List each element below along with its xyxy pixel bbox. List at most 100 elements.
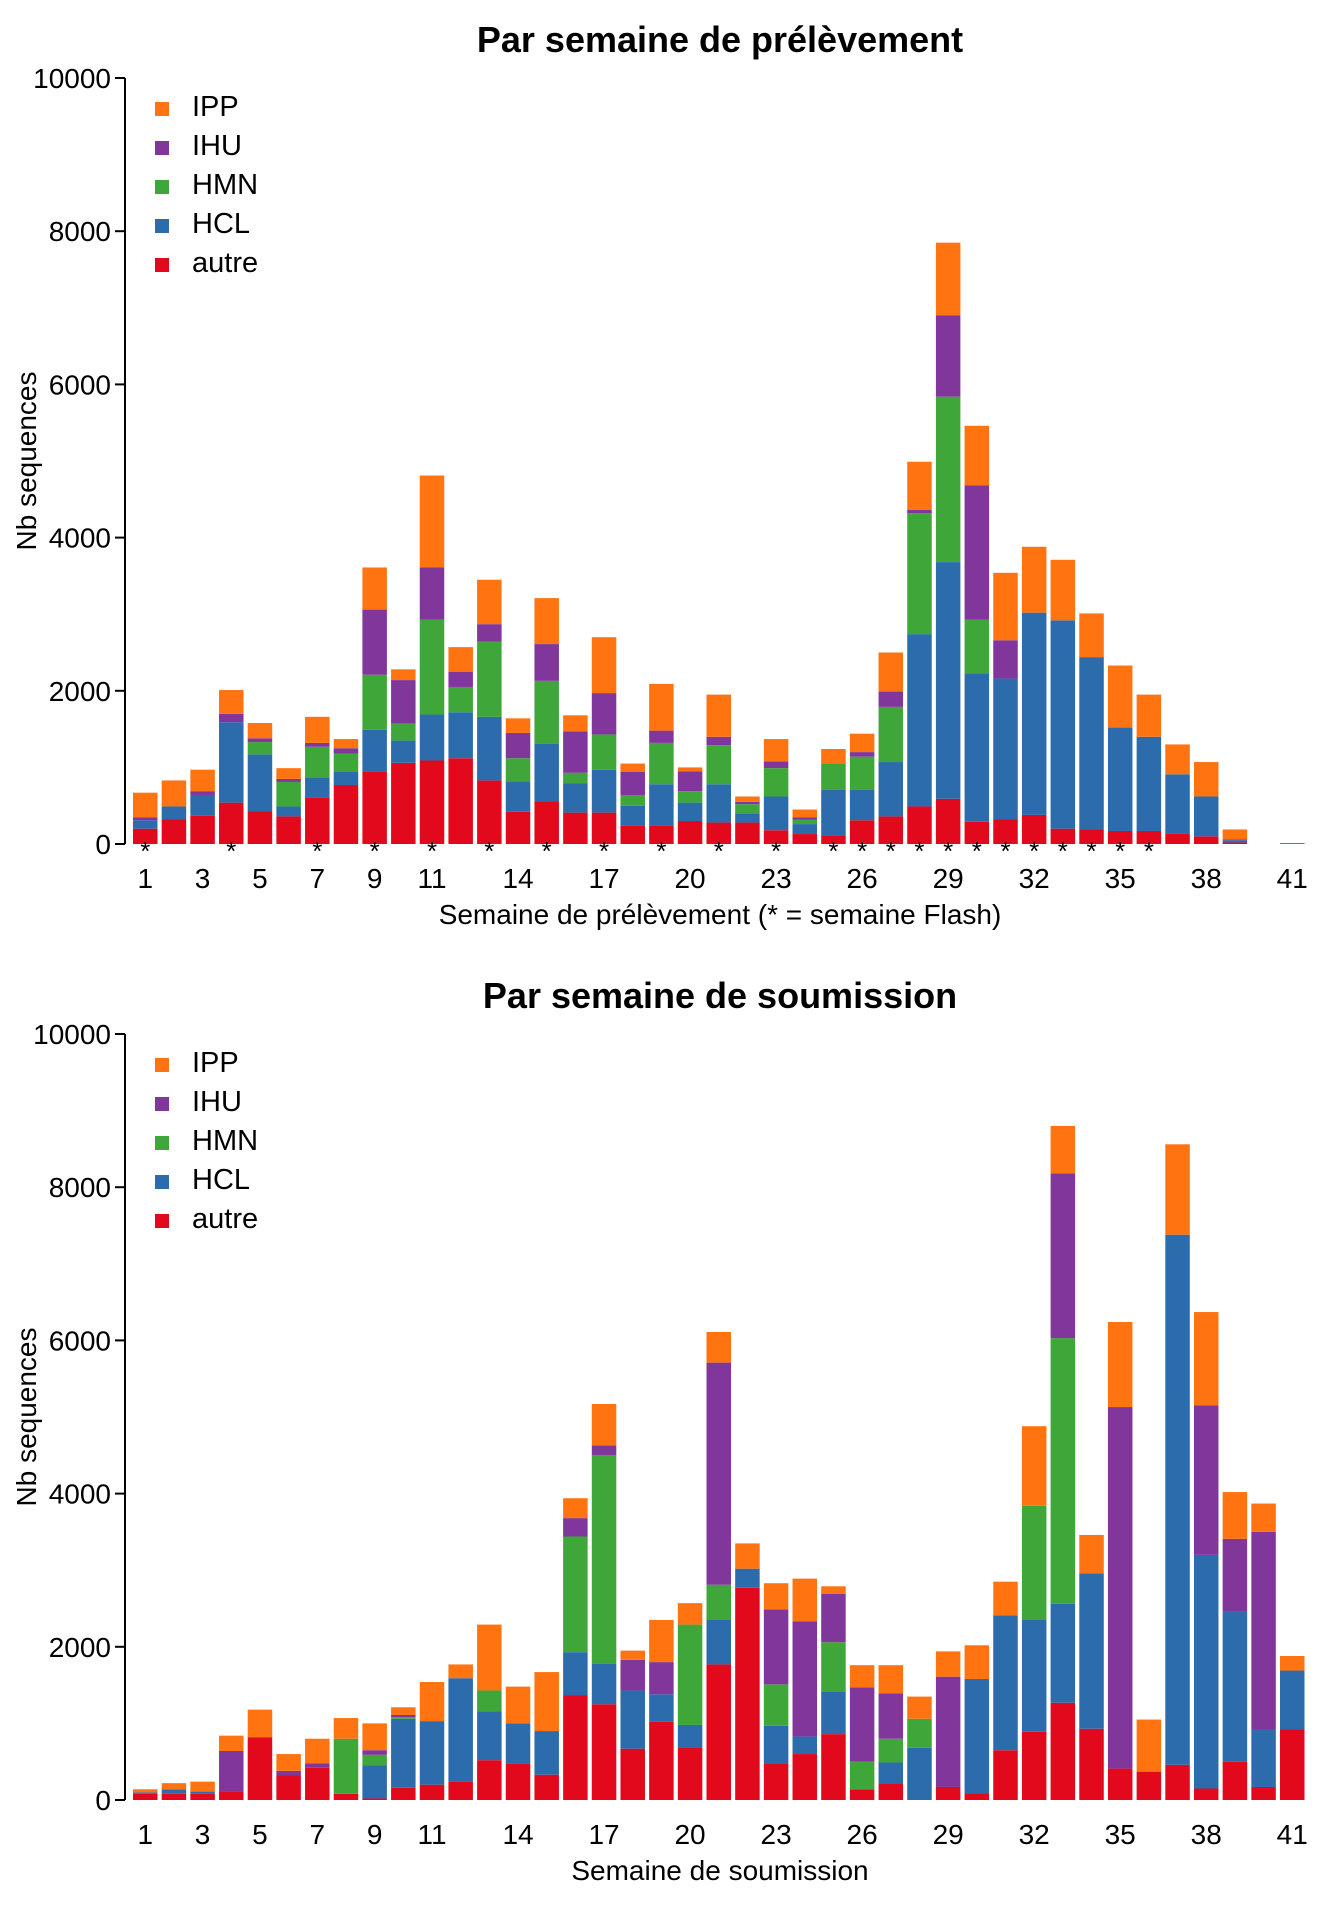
bar-IPP-week-10: [391, 669, 416, 681]
bar-IPP-week-36: [1136, 694, 1162, 737]
flash-week-marker: *: [1000, 836, 1010, 866]
bar-HCL-week-6: [276, 806, 301, 817]
flash-week-marker: *: [370, 836, 380, 866]
bar-HCL-week-11: [419, 1721, 445, 1785]
y-tick-label: 10000: [33, 1019, 111, 1050]
bar-autre-week-13: [477, 1760, 502, 1800]
bar-IHU-week-26: [849, 752, 875, 757]
bar-IPP-week-7: [305, 1738, 330, 1764]
bar-IPP-week-12: [448, 1664, 473, 1679]
bar-HMN-week-33: [1050, 1338, 1076, 1604]
bar-HCL-week-28: [907, 634, 932, 807]
bar-IHU-week-16: [563, 731, 588, 773]
y-tick-label: 8000: [49, 216, 111, 247]
bar-autre-week-21: [706, 822, 731, 844]
bar-IHU-week-3: [190, 791, 215, 795]
bar-IPP-week-35: [1107, 1322, 1133, 1408]
bar-IHU-week-9: [362, 1750, 387, 1755]
bar-autre-week-2: [161, 1793, 187, 1800]
bar-IPP-week-1: [133, 792, 158, 818]
bar-IPP-week-31: [993, 1581, 1018, 1616]
legend-label-IPP: IPP: [192, 91, 239, 123]
bar-HCL-week-8: [333, 771, 359, 786]
bar-autre-week-23: [763, 830, 789, 844]
flash-week-marker: *: [1029, 836, 1039, 866]
bar-IHU-week-4: [219, 1750, 244, 1792]
bar-IPP-week-34: [1079, 613, 1104, 658]
bar-IHU-week-23: [763, 761, 789, 769]
bar-HCL-week-18: [620, 805, 645, 826]
bar-autre-week-16: [563, 1695, 588, 1800]
bar-autre-week-18: [620, 1748, 645, 1800]
bar-autre-week-38: [1193, 836, 1219, 844]
bar-IPP-week-2: [161, 1783, 187, 1790]
bar-IHU-week-16: [563, 1518, 588, 1537]
bar-autre-week-34: [1079, 1728, 1104, 1800]
bar-HMN-week-5: [247, 742, 273, 755]
bar-IPP-week-23: [763, 1583, 789, 1610]
x-tick-label: 26: [847, 863, 878, 894]
flash-week-marker: *: [1115, 836, 1125, 866]
bar-IPP-week-10: [391, 1707, 416, 1715]
bar-IHU-week-17: [591, 693, 617, 735]
bar-IPP-week-11: [419, 475, 445, 568]
bar-IPP-week-15: [534, 1672, 559, 1732]
y-axis-label: Nb sequences: [11, 1327, 42, 1506]
bar-IHU-week-35: [1107, 1407, 1133, 1769]
legend-swatch-IPP: [155, 102, 169, 116]
bar-autre-week-31: [993, 1750, 1018, 1800]
x-tick-label: 11: [417, 863, 446, 894]
x-tick-label: 32: [1019, 863, 1050, 894]
bar-HMN-week-20: [677, 791, 703, 803]
x-tick-label: 7: [310, 863, 326, 894]
bar-HCL-week-18: [620, 1690, 645, 1749]
bar-HCL-week-3: [190, 1791, 215, 1794]
bar-IHU-week-13: [477, 624, 502, 642]
bar-IPP-week-39: [1222, 829, 1248, 840]
bar-IHU-week-29: [935, 1676, 961, 1787]
bar-autre-week-37: [1165, 833, 1190, 844]
bar-IPP-week-35: [1107, 665, 1133, 728]
y-tick-label: 2000: [49, 1632, 111, 1663]
bar-IPP-week-29: [935, 1651, 961, 1677]
bar-HMN-week-9: [362, 674, 387, 730]
bar-HMN-week-25: [821, 763, 846, 790]
legend-swatch-HCL: [155, 219, 169, 233]
bar-autre-week-4: [219, 1791, 244, 1800]
x-tick-label: 23: [761, 863, 792, 894]
bar-IPP-week-16: [563, 1498, 588, 1519]
legend-swatch-autre: [155, 258, 169, 272]
bar-IHU-week-26: [849, 1687, 875, 1762]
bar-HMN-week-16: [563, 1536, 588, 1653]
bar-autre-week-33: [1050, 1702, 1076, 1800]
bar-IPP-week-3: [190, 1781, 215, 1792]
bar-autre-week-19: [649, 825, 674, 844]
bar-autre-week-41: [1280, 1729, 1305, 1800]
bar-autre-week-39: [1222, 1761, 1248, 1800]
bar-IPP-week-14: [505, 718, 531, 733]
bar-IHU-week-7: [305, 1763, 330, 1768]
bar-HCL-week-30: [964, 1678, 990, 1794]
x-tick-label: 32: [1019, 1819, 1050, 1850]
x-tick-label: 5: [252, 863, 268, 894]
bar-IHU-week-19: [649, 730, 674, 743]
bar-autre-week-40: [1251, 1786, 1276, 1800]
bar-HCL-week-40: [1251, 1729, 1276, 1787]
bar-IPP-week-3: [190, 769, 215, 792]
bar-HMN-week-13: [477, 641, 502, 717]
flash-week-marker: *: [714, 836, 724, 866]
bar-HCL-week-2: [161, 1789, 187, 1794]
bar-autre-week-12: [448, 1781, 473, 1800]
bar-autre-week-30: [964, 821, 990, 844]
bar-IPP-week-20: [677, 1603, 703, 1625]
bar-HCL-week-32: [1021, 612, 1047, 815]
bar-IPP-week-37: [1165, 744, 1190, 775]
bar-autre-week-25: [821, 835, 846, 844]
flash-week-marker: *: [427, 836, 437, 866]
bar-HCL-week-11: [419, 714, 445, 761]
bar-IHU-week-22: [735, 801, 760, 805]
bar-autre-week-3: [190, 815, 215, 844]
legend-swatch-HMN: [155, 1136, 169, 1150]
bar-IPP-week-5: [247, 1709, 273, 1738]
bar-IPP-week-21: [706, 1331, 731, 1363]
